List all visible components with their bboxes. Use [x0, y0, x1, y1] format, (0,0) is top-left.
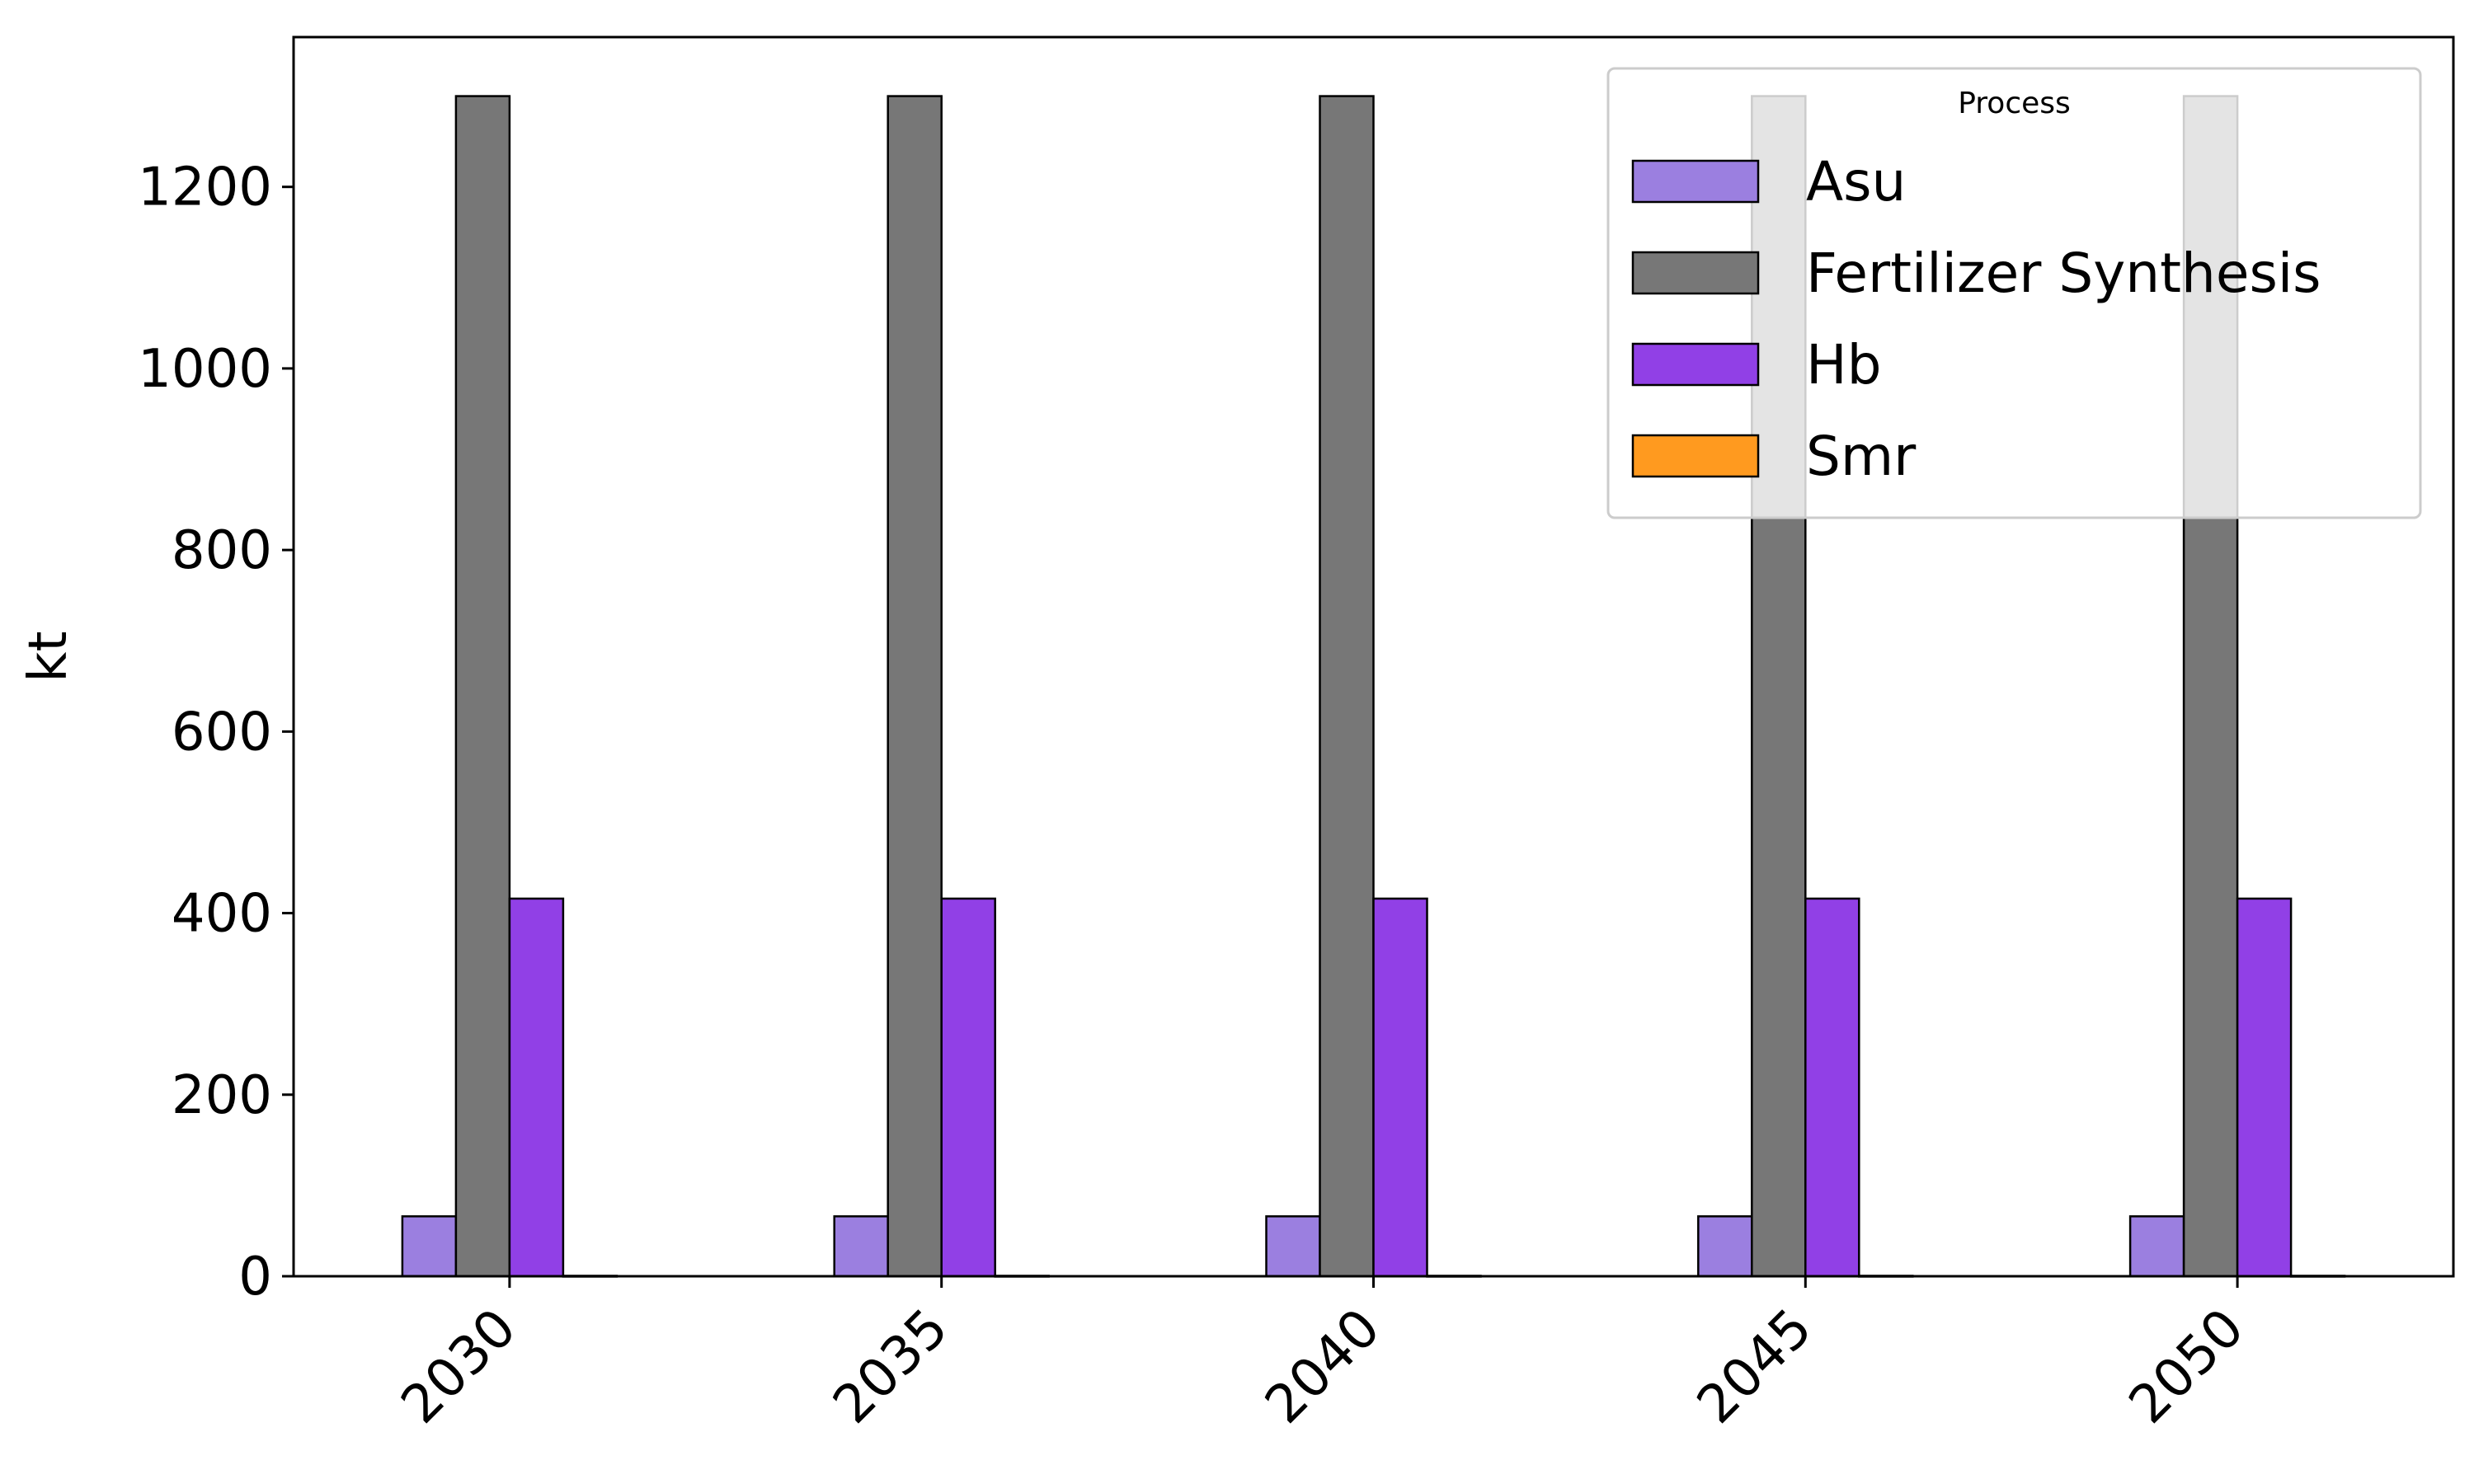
- legend-items: Asu Fertilizer Synthesis Hb Smr: [1631, 150, 2321, 488]
- legend-swatch-asu: [1631, 159, 1760, 204]
- bar-asu-2030: [401, 1215, 458, 1278]
- bar-asu-2050: [2128, 1215, 2185, 1278]
- legend: Process Asu Fertilizer Synthesis Hb Smr: [1606, 67, 2422, 519]
- legend-swatch-fertilizer-synthesis: [1631, 251, 1760, 295]
- bar-asu-2040: [1265, 1215, 1321, 1278]
- bar-asu-2045: [1697, 1215, 1753, 1278]
- legend-swatch-hb: [1631, 342, 1760, 387]
- y-tick-label: 400: [172, 884, 272, 945]
- legend-swatch-smr: [1631, 434, 1760, 478]
- y-tick-label: 600: [172, 702, 272, 763]
- bar-hb-2030: [508, 897, 565, 1278]
- bar-fertilizer-synthesis-2040: [1319, 95, 1375, 1278]
- y-axis-label: kt: [18, 631, 79, 682]
- y-tick-label: 200: [172, 1065, 272, 1126]
- legend-label-fertilizer-synthesis: Fertilizer Synthesis: [1806, 242, 2321, 305]
- bar-hb-2045: [1804, 897, 1860, 1278]
- bar-hb-2040: [1372, 897, 1428, 1278]
- y-tick-label: 0: [238, 1247, 272, 1308]
- bar-hb-2050: [2236, 897, 2293, 1278]
- legend-label-hb: Hb: [1806, 333, 1882, 397]
- legend-label-smr: Smr: [1806, 425, 1917, 488]
- legend-title: Process: [1958, 87, 2071, 120]
- bar-fertilizer-synthesis-2035: [887, 95, 943, 1278]
- bar-asu-2035: [833, 1215, 889, 1278]
- y-tick-label: 800: [172, 520, 272, 581]
- y-tick-label: 1000: [138, 339, 272, 400]
- legend-frame: [1606, 67, 2422, 519]
- legend-label-asu: Asu: [1806, 150, 1906, 214]
- bar-fertilizer-synthesis-2030: [454, 95, 511, 1278]
- bar-hb-2035: [940, 897, 996, 1278]
- y-tick-label: 1200: [138, 157, 272, 218]
